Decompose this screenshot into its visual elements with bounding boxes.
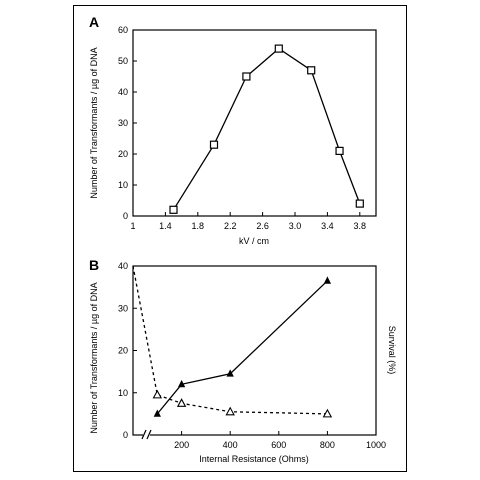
y-tick-label: 30 (118, 303, 128, 313)
y-tick-label: 40 (118, 261, 128, 271)
data-point-square (335, 146, 344, 155)
x-tick-label: 1.8 (192, 221, 205, 231)
y-tick-label: 20 (118, 149, 128, 159)
x-tick-label: 3.8 (354, 221, 367, 231)
panel-a-series (169, 44, 364, 214)
x-tick-label: 600 (271, 440, 286, 450)
data-point-square (169, 205, 178, 214)
x-tick-label: 1.4 (159, 221, 172, 231)
series-line (156, 280, 328, 415)
y-tick-label: 30 (118, 118, 128, 128)
series-line (172, 47, 361, 211)
panel-b: B Internal Resistance (Ohms) Number of T… (89, 257, 397, 464)
panel-a: A kV / cm Number of Transformants / µg o… (89, 14, 377, 246)
x-tick-label: 3.0 (289, 221, 302, 231)
axis-break-gap (143, 429, 150, 441)
data-point-square (209, 140, 219, 149)
panel-b-x-ticks: 200 400 600 800 1000 (174, 431, 386, 450)
y-tick-label: 0 (123, 211, 128, 221)
data-point-square (242, 72, 251, 81)
panel-a-x-axis-label: kV / cm (239, 236, 269, 246)
x-tick-label: 2.2 (224, 221, 237, 231)
y-tick-label: 0 (123, 430, 128, 440)
x-tick-label: 3.4 (321, 221, 334, 231)
data-point-open-triangle (225, 406, 235, 416)
y-tick-label: 60 (118, 25, 128, 35)
data-point-open-triangle (176, 398, 187, 407)
data-point-filled-triangle (153, 409, 161, 417)
y-tick-label: 20 (118, 346, 128, 356)
x-tick-label: 1000 (366, 440, 386, 450)
data-point-square (307, 66, 316, 75)
panel-b-y-ticks: 0 10 20 30 40 (118, 261, 137, 440)
data-point-square (274, 44, 283, 53)
panel-b-x-axis-label: Internal Resistance (Ohms) (199, 454, 309, 464)
data-point-open-triangle (322, 408, 333, 418)
panel-b-label: B (89, 257, 99, 273)
panel-b-series (132, 265, 333, 418)
y-tick-label: 10 (118, 180, 128, 190)
panel-a-y-axis-label: Number of Transformants / µg of DNA (89, 47, 99, 198)
data-point-square (355, 199, 364, 208)
y-tick-label: 40 (118, 87, 128, 97)
panel-a-y-ticks: 0 10 20 30 40 50 60 (118, 25, 137, 221)
x-tick-label: 2.6 (256, 221, 269, 231)
y-tick-label: 50 (118, 56, 128, 66)
x-tick-label: 200 (174, 440, 189, 450)
data-point-filled-triangle (177, 379, 186, 388)
panel-a-plot-area (132, 29, 377, 217)
panel-a-label: A (89, 14, 99, 30)
x-tick-label: 800 (320, 440, 335, 450)
panel-b-right-axis-label: Survival (%) (387, 326, 397, 375)
figure-frame (73, 5, 407, 472)
data-point-filled-triangle (323, 276, 332, 284)
y-tick-label: 10 (118, 388, 128, 398)
x-tick-label: 400 (223, 440, 238, 450)
series-line (132, 265, 328, 415)
data-point-filled-triangle (226, 369, 234, 377)
x-tick-label: 1 (130, 221, 135, 231)
panel-b-axis-break (141, 429, 152, 441)
panel-b-y-axis-label: Number of Transformants / µg of DNA (89, 282, 99, 433)
data-point-open-triangle (152, 389, 163, 399)
axis-break-slash (141, 429, 147, 440)
panel-a-x-ticks: 1 1.4 1.8 2.2 2.6 3.0 3.4 3.8 (130, 212, 366, 231)
axis-break-slash (146, 429, 152, 440)
